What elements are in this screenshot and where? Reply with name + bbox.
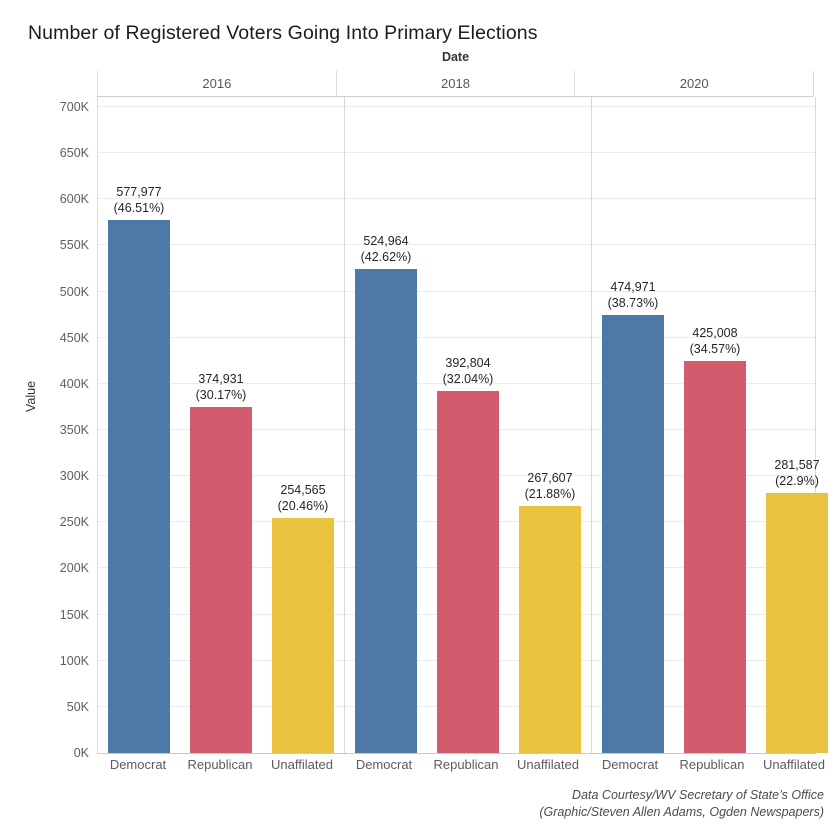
bar-value-label: 577,977 (46.51%) bbox=[114, 184, 165, 216]
y-tick-150K: 150K bbox=[59, 607, 89, 622]
bar-value-label: 267,607 (21.88%) bbox=[525, 470, 576, 502]
bar-2020-unaffilated[interactable] bbox=[766, 493, 828, 753]
bar-value-percent: (21.88%) bbox=[524, 487, 576, 502]
bar-2016-unaffilated[interactable] bbox=[272, 518, 334, 753]
bar-value-label: 474,971 (38.73%) bbox=[608, 279, 659, 311]
x-label-panel-2020: Democrat Republican Unaffilated bbox=[589, 757, 835, 772]
bar-value-percent: (30.17%) bbox=[195, 388, 247, 402]
y-tick-550K: 550K bbox=[59, 238, 89, 253]
facet-header-row: 2016 2018 2020 bbox=[97, 71, 814, 97]
bar-value-count: 392,804 bbox=[445, 355, 491, 370]
bar-2020-republican[interactable] bbox=[684, 360, 746, 753]
bar-value-label: 254,565 (20.46%) bbox=[278, 482, 329, 514]
credit-line-2: (Graphic/Steven Allen Adams, Ogden Newsp… bbox=[539, 805, 824, 819]
bar-value-label: 425,008 (34.57%) bbox=[690, 325, 741, 357]
x-axis-labels: Democrat Republican Unaffilated Democrat Rep… bbox=[97, 757, 825, 772]
x-tick-unaffilated: Unaffilated bbox=[271, 757, 333, 772]
y-tick-50K: 50K bbox=[66, 699, 89, 714]
bar-2016-democrat[interactable] bbox=[108, 219, 170, 753]
y-tick-500K: 500K bbox=[59, 284, 89, 299]
gridline-550K bbox=[98, 244, 815, 246]
bar-group-2018-republican: 392,804 (32.04%) bbox=[427, 97, 509, 753]
y-tick-650K: 650K bbox=[59, 146, 89, 161]
x-tick-republican: Republican bbox=[187, 757, 253, 772]
gridline-500K bbox=[98, 290, 815, 292]
bar-value-label: 281,587 (22.9%) bbox=[774, 457, 819, 489]
bar-2018-unaffilated[interactable] bbox=[519, 506, 581, 753]
bar-value-label: 524,964 (42.62%) bbox=[361, 233, 412, 265]
y-tick-200K: 200K bbox=[59, 561, 89, 576]
y-tick-250K: 250K bbox=[59, 515, 89, 530]
bar-2020-democrat[interactable] bbox=[602, 314, 664, 753]
bar-value-percent: (20.46%) bbox=[277, 499, 329, 514]
bar-value-percent: (38.73%) bbox=[607, 295, 659, 310]
bar-value-label: 392,804 (32.04%) bbox=[443, 355, 494, 387]
y-tick-600K: 600K bbox=[59, 192, 89, 207]
y-tick-0K: 0K bbox=[73, 746, 89, 760]
bar-group-2016-democrat: 577,977 (46.51%) bbox=[98, 97, 180, 753]
bar-group-2018-unaffilated: 267,607 (21.88%) bbox=[509, 97, 591, 753]
x-tick-democrat: Democrat bbox=[109, 757, 167, 772]
facet-header-2020: 2020 bbox=[574, 71, 813, 96]
x-tick-democrat: Democrat bbox=[355, 757, 413, 772]
bar-value-label: 374,931 (30.17%) bbox=[196, 371, 247, 403]
gridline-700K bbox=[98, 106, 815, 107]
chart-title: Number of Registered Voters Going Into P… bbox=[28, 22, 538, 44]
x-label-panel-2016: Democrat Republican Unaffilated bbox=[97, 757, 343, 772]
bar-2018-republican[interactable] bbox=[437, 390, 499, 753]
facet-panel-2018: 524,964 (42.62%) 392,804 (32.04%) 267,607 (21… bbox=[344, 97, 591, 753]
bar-value-percent: (34.57%) bbox=[689, 341, 741, 356]
x-tick-unaffilated: Unaffilated bbox=[517, 757, 579, 772]
facet-panel-2016: 577,977 (46.51%) 374,931 (30.17%) 254,565 (20… bbox=[98, 97, 344, 753]
bar-group-2020-unaffilated: 281,587 (22.9%) bbox=[756, 97, 838, 753]
bar-group-2018-democrat: 524,964 (42.62%) bbox=[345, 97, 427, 753]
bar-value-count: 425,008 bbox=[692, 325, 738, 340]
bar-value-percent: (32.04%) bbox=[442, 371, 494, 386]
bar-value-count: 281,587 bbox=[774, 458, 820, 473]
facet-header-2018: 2018 bbox=[335, 71, 575, 96]
gridline-650K bbox=[98, 152, 815, 154]
gridline-450K bbox=[98, 336, 815, 338]
bar-value-percent: (46.51%) bbox=[113, 200, 165, 215]
plot-area: 0K 50K 100K 150K 200K 250K 300K 350K 400K 450K 500… bbox=[60, 97, 828, 760]
bar-value-percent: (42.62%) bbox=[360, 249, 412, 264]
x-tick-unaffilated: Unaffilated bbox=[763, 757, 825, 772]
x-label-panel-2018: Democrat Republican Unaffilated bbox=[343, 757, 589, 772]
bar-value-count: 474,971 bbox=[610, 279, 656, 294]
credit-text: Data Courtesy/WV Secretary of State’s Of… bbox=[539, 787, 824, 821]
y-tick-400K: 400K bbox=[59, 376, 89, 391]
x-tick-democrat: Democrat bbox=[601, 757, 659, 772]
bar-group-2020-republican: 425,008 (34.57%) bbox=[674, 97, 756, 753]
bar-value-count: 267,607 bbox=[527, 471, 573, 486]
gridline-600K bbox=[98, 198, 815, 200]
bar-value-count: 577,977 bbox=[116, 184, 162, 199]
bar-2016-republican[interactable] bbox=[190, 407, 252, 753]
gridline-400K bbox=[98, 382, 815, 384]
x-tick-republican: Republican bbox=[433, 757, 499, 772]
bar-group-2016-unaffilated: 254,565 (20.46%) bbox=[262, 97, 344, 753]
y-tick-350K: 350K bbox=[59, 423, 89, 437]
bar-value-percent: (22.9%) bbox=[775, 474, 819, 489]
facet-panels: 577,977 (46.51%) 374,931 (30.17%) 254,565 (20… bbox=[98, 97, 828, 753]
y-tick-100K: 100K bbox=[59, 653, 89, 668]
bar-value-count: 254,565 bbox=[280, 483, 326, 498]
bar-group-2016-republican: 374,931 (30.17%) bbox=[180, 97, 262, 753]
y-tick-300K: 300K bbox=[59, 469, 89, 484]
bar-2018-democrat[interactable] bbox=[355, 268, 417, 753]
facet-panel-2020: 474,971 (38.73%) 425,008 (34.57%) 281,587 (22… bbox=[591, 97, 838, 753]
bar-value-count: 374,931 bbox=[198, 372, 244, 386]
x-tick-republican: Republican bbox=[679, 757, 745, 772]
y-tick-700K: 700K bbox=[59, 100, 89, 114]
facet-header-2016: 2016 bbox=[202, 76, 232, 91]
credit-line-1: Data Courtesy/WV Secretary of State’s Of… bbox=[572, 788, 824, 802]
bar-value-count: 524,964 bbox=[363, 233, 409, 248]
bar-group-2020-democrat: 474,971 (38.73%) bbox=[592, 97, 674, 753]
y-tick-450K: 450K bbox=[59, 330, 89, 345]
facet-axis-title: Date bbox=[441, 50, 470, 64]
